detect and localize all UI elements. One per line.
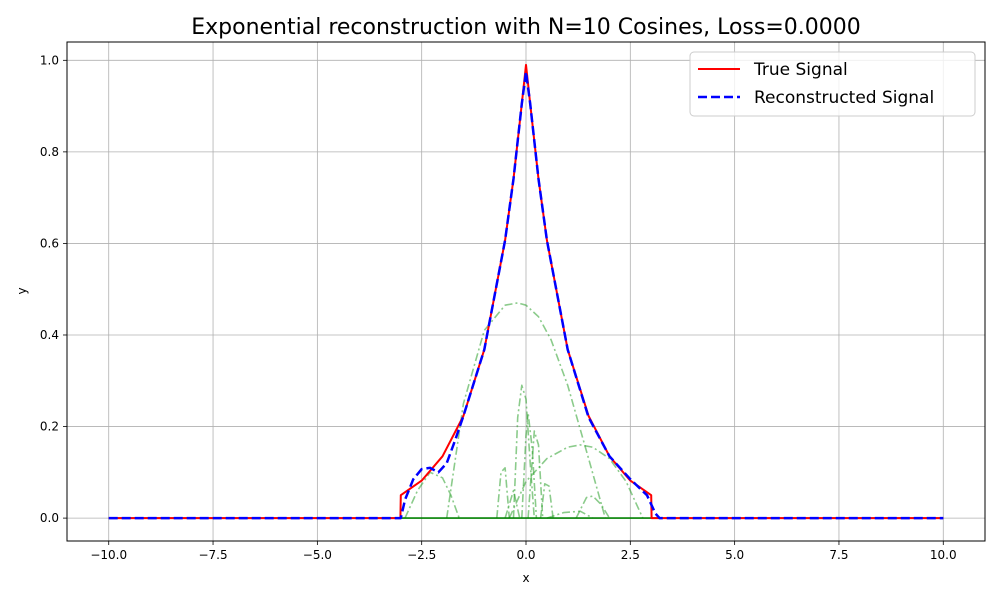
legend-label-reconstructed-signal: Reconstructed Signal xyxy=(754,88,934,108)
y-tick-label: 1.0 xyxy=(40,53,59,67)
series-line-true-signal xyxy=(108,63,944,520)
x-tick-label: −5.0 xyxy=(303,548,332,562)
y-tick-label: 0.6 xyxy=(40,236,59,250)
legend-box xyxy=(689,51,976,117)
component-cosine-line xyxy=(527,430,544,519)
component-cosine-line xyxy=(539,482,554,519)
x-tick-label: 7.5 xyxy=(829,548,848,562)
chart-title: Exponential reconstruction with N=10 Cos… xyxy=(191,15,861,40)
x-tick-label: 2.5 xyxy=(621,548,640,562)
y-tick-label: 0.8 xyxy=(40,145,59,159)
y-tick-label: 0.2 xyxy=(40,420,59,434)
component-cosine-line xyxy=(508,444,644,519)
component-cosine-line xyxy=(404,471,460,519)
y-tick-label: 0.4 xyxy=(40,328,59,342)
component-cosine-line xyxy=(504,489,521,519)
component-cosine-line xyxy=(512,384,536,519)
y-tick-label: 0.0 xyxy=(40,511,59,525)
x-tick-label: −7.5 xyxy=(198,548,227,562)
series-layer xyxy=(108,63,944,520)
y-axis-label: y xyxy=(15,287,29,294)
legend: True Signal Reconstructed Signal xyxy=(689,51,976,117)
x-tick-label: 5.0 xyxy=(725,548,744,562)
x-tick-label: 10.0 xyxy=(930,548,957,562)
x-tick-label: −2.5 xyxy=(407,548,436,562)
x-tick-label: 0.0 xyxy=(516,548,535,562)
x-tick-label: −10.0 xyxy=(90,548,127,562)
series-line-reconstructed-signal xyxy=(108,70,944,520)
ticks: −10.0 −7.5 −5.0 −2.5 0.0 2.5 5.0 7.5 10.0 0.0 0.2 0… xyxy=(40,53,957,562)
component-cosine-line xyxy=(445,302,607,519)
x-axis-label: x xyxy=(522,571,529,585)
legend-label-true-signal: True Signal xyxy=(753,60,848,80)
component-cosine-line xyxy=(496,466,511,519)
